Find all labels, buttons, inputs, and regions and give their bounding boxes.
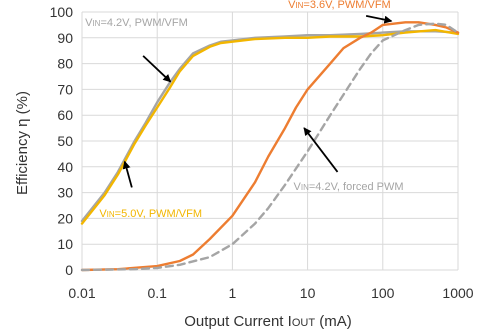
annotation-layer: VIN=4.2V, PWM/VFM VIN=3.6V, PWM/VFM VIN=5.… [85,0,403,220]
x-axis-title-unit: (mA) [315,313,352,330]
y-tick-label: 80 [57,56,73,72]
annotation-label-vin50_pwmvfm: VIN=5.0V, PWM/VFM [99,208,202,220]
x-tick-label: 10 [300,285,316,301]
y-tick-label: 70 [57,81,73,97]
annotation-label-vin42_pwmvfm: VIN=4.2V, PWM/VFM [85,17,188,29]
series-line-vin36_pwmvfm [80,21,460,272]
annotation-arrow-vin36_pwmvfm [365,14,393,24]
y-tick-label: 30 [57,185,73,201]
y-tick-label: 40 [57,159,73,175]
x-axis-title-main: Output Current I [184,313,292,330]
x-tick-label: 1000 [442,285,473,301]
series-layer [80,21,460,272]
x-tick-label: 0.01 [68,285,95,301]
y-tick-label: 20 [57,210,73,226]
y-tick-label: 60 [57,107,73,123]
x-axis-title-sub: OUT [292,317,316,329]
y-axis-title: Efficiency η (%) [14,91,31,195]
x-tick-label: 0.1 [147,285,167,301]
y-tick-label: 100 [50,4,74,20]
y-tick-label: 50 [57,133,73,149]
annotation-arrow-vin50_pwmvfm [122,160,133,188]
annotation-arrow-vin42_pwmvfm [142,55,172,83]
series-line-vin50_pwmvfm [80,28,460,225]
annotation-arrow-vin42_forced [303,127,339,173]
x-tick-labels: 0.01 0.1 1 10 100 1000 [68,285,473,301]
x-tick-label: 1 [229,285,237,301]
y-tick-labels: 0 10 20 30 40 50 60 70 80 90 100 [50,4,74,278]
annotation-label-vin42_forced: VIN=4.2V, forced PWM [294,181,404,193]
y-tick-label: 0 [65,262,73,278]
x-tick-label: 100 [371,285,395,301]
y-tick-label: 90 [57,30,73,46]
series-line-vin42_forced [80,22,460,272]
series-line-vin42_pwmvfm [80,30,460,223]
y-tick-label: 10 [57,236,73,252]
x-axis-title: Output Current IOUT (mA) [184,313,351,330]
grid-layer [81,11,459,271]
annotation-label-vin36_pwmvfm: VIN=3.6V, PWM/VFM [288,0,391,11]
